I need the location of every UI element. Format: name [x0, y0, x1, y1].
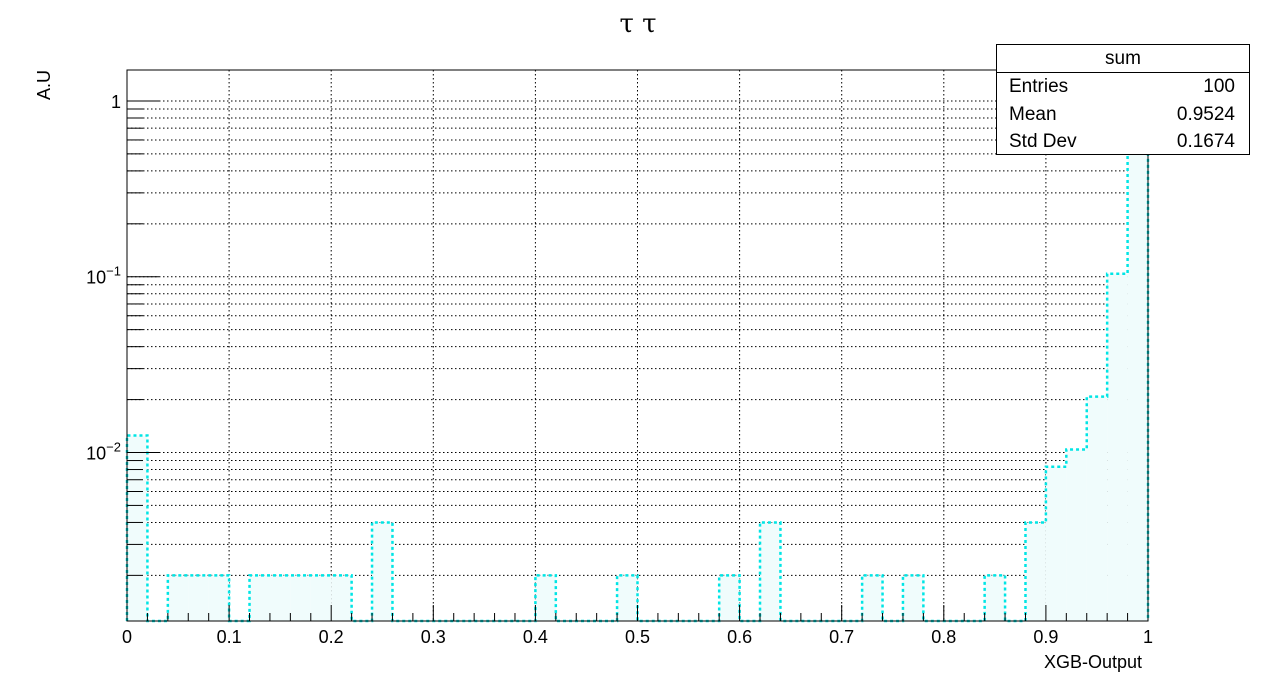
histogram-bin-fill — [208, 575, 230, 621]
stats-title: sum — [997, 45, 1249, 73]
histogram-bin-fill — [719, 575, 740, 621]
x-axis: 0 0.1 0.2 0.3 0.4 0.5 0.6 0.7 0.8 0.9 1 — [122, 605, 1153, 647]
histogram-bin-fill — [1127, 115, 1148, 621]
y-tick-label: 1 — [111, 92, 121, 112]
chart-title: τ τ — [619, 9, 656, 39]
grid-lines — [127, 70, 1148, 621]
y-axis-title: A.U — [34, 70, 54, 100]
x-tick-label: 0.5 — [625, 627, 650, 647]
histogram-bin-fill — [760, 522, 781, 621]
histogram-bin-fill — [372, 522, 393, 621]
stats-mean-label: Mean — [1009, 103, 1057, 125]
stats-entries-value: 100 — [1203, 76, 1235, 97]
y-axis: 1 10−1 10−2 — [86, 92, 159, 576]
stats-stddev-label: Std Dev — [1009, 131, 1077, 152]
histogram-bin-fill — [902, 575, 924, 621]
histogram-bin-fill — [127, 435, 148, 621]
x-tick-label: 1 — [1143, 627, 1153, 647]
stats-stddev-value: 0.1674 — [1176, 131, 1235, 152]
stats-row-stddev: Std Dev 0.1674 — [997, 128, 1249, 156]
histogram-bin-fill — [188, 575, 209, 621]
histogram-bin-fill — [331, 575, 352, 621]
y-tick-label: 10−2 — [86, 440, 121, 464]
x-tick-label: 0.9 — [1033, 627, 1058, 647]
stats-box: sum Entries 100 Mean 0.9524 Std Dev 0.16… — [996, 44, 1250, 155]
histogram-bin-fill — [269, 575, 291, 621]
histogram-bin-fill — [1066, 449, 1087, 621]
stats-row-mean: Mean 0.9524 — [997, 101, 1249, 129]
histogram-bin-fill — [249, 575, 270, 621]
histogram-bin-fill — [984, 575, 1006, 621]
histogram-bin-fill — [862, 575, 883, 621]
x-tick-label: 0 — [122, 627, 132, 647]
histogram-bin-fill — [290, 575, 311, 621]
histogram-bin-fill — [167, 575, 189, 621]
stats-mean-value: 0.9524 — [1176, 103, 1235, 125]
x-tick-label: 0.4 — [523, 627, 548, 647]
x-tick-label: 0.6 — [727, 627, 752, 647]
x-tick-label: 0.8 — [931, 627, 956, 647]
x-tick-label: 0.1 — [217, 627, 242, 647]
x-tick-label: 0.7 — [829, 627, 854, 647]
x-tick-label: 0.3 — [421, 627, 446, 647]
histogram-bin-fill — [1025, 522, 1046, 621]
histogram-bin-fill — [617, 575, 638, 621]
histogram-bin-fill — [1045, 466, 1067, 621]
x-tick-label: 0.2 — [319, 627, 344, 647]
histogram-bin-fill — [535, 575, 556, 621]
histogram-bars — [125, 113, 1150, 623]
y-tick-label: 10−1 — [86, 264, 121, 288]
histogram-bin-fill — [310, 575, 332, 621]
histogram-bin-fill — [1107, 273, 1128, 621]
x-axis-title: XGB-Output — [1044, 652, 1142, 672]
histogram-bin-fill — [1086, 396, 1108, 621]
stats-row-entries: Entries 100 — [997, 73, 1249, 101]
stats-entries-label: Entries — [1009, 76, 1069, 97]
